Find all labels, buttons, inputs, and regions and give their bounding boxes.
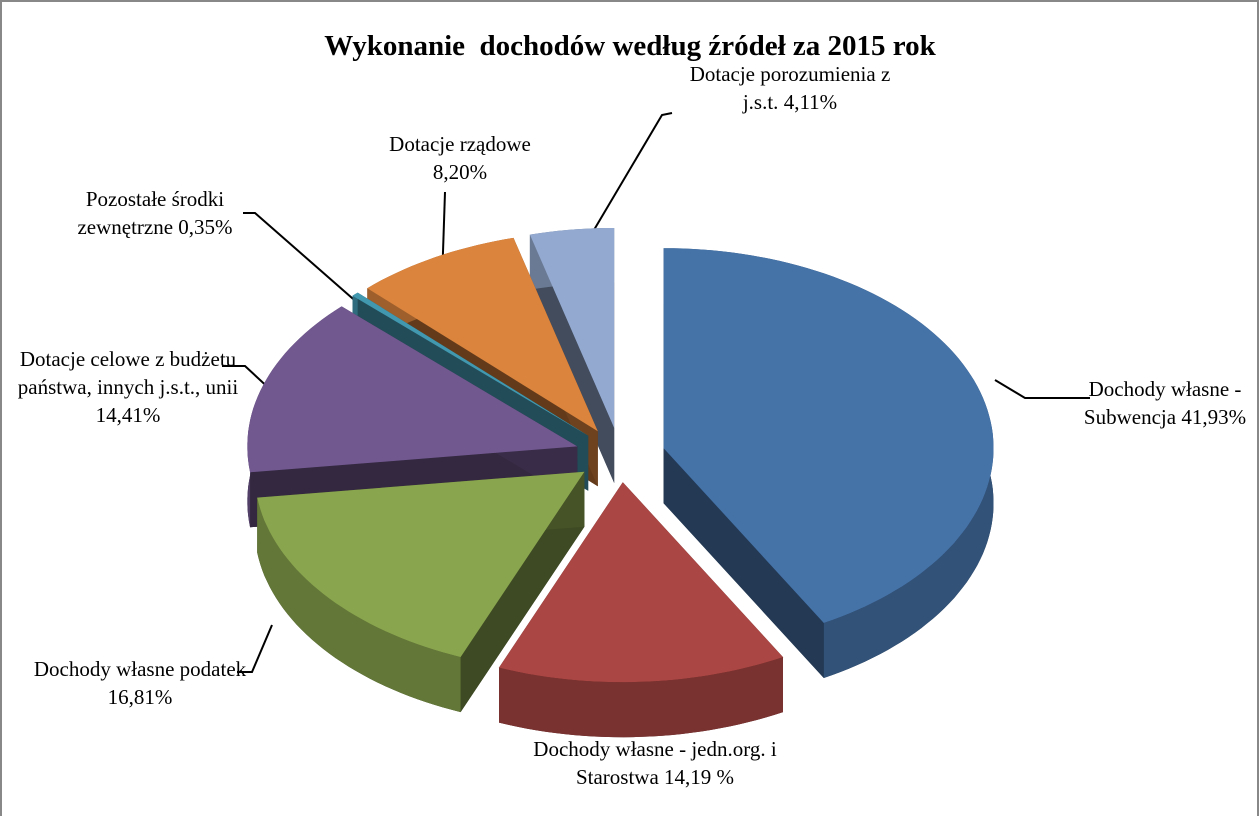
data-label: Dochody własne - Subwencja 41,93% <box>1055 375 1260 431</box>
slice <box>663 248 994 678</box>
value-label: 14,19 % <box>664 765 735 789</box>
slice-top <box>499 482 783 683</box>
data-label: Dotacje rządowe 8,20% <box>360 130 560 186</box>
category-name: Pozostałe środki zewnętrzne <box>77 187 225 239</box>
slice-top <box>367 237 598 432</box>
category-name: Dotacje rządowe <box>389 132 531 156</box>
chart-title: Wykonanie dochodów według źródeł za 2015… <box>324 30 936 62</box>
category-name: Dochody własne podatek <box>33 657 247 681</box>
data-label: Dotacje celowe z budżetu państwa, innych… <box>8 345 248 429</box>
leader-line <box>994 379 1090 399</box>
category-name: Dotacje porozumienia z j.s.t. <box>689 62 891 114</box>
slice <box>499 482 783 738</box>
value-label: 41,93% <box>1181 405 1247 429</box>
slice-top <box>663 248 994 623</box>
leader-line <box>237 624 273 673</box>
slice-top <box>529 228 615 428</box>
category-name: Dochody własne - Subwencja <box>1083 377 1242 429</box>
data-label: Dochody własne - jedn.org. i Starostwa 1… <box>505 735 805 791</box>
slice-wall <box>460 471 585 713</box>
data-label: Pozostałe środki zewnętrzne 0,35% <box>45 185 265 241</box>
slice-side <box>499 657 783 738</box>
leader-line <box>574 112 673 263</box>
value-label: 4,11% <box>783 90 838 114</box>
slice-top <box>352 292 589 436</box>
slice-top <box>247 306 578 473</box>
value-label: 14,41% <box>95 403 161 427</box>
slice-side <box>257 497 461 713</box>
value-label: 0,35% <box>178 215 233 239</box>
data-label: Dotacje porozumienia z j.s.t. 4,11% <box>670 60 910 116</box>
slice-wall <box>663 448 824 678</box>
data-label: Dochody własne podatek 16,81% <box>30 655 250 711</box>
category-name: Dochody własne - jedn.org. i Starostwa <box>533 737 777 789</box>
value-label: 16,81% <box>107 685 173 709</box>
leader-line <box>243 212 369 313</box>
slice <box>257 471 585 713</box>
category-name: Dotacje celowe z budżetu państwa, innych… <box>17 347 239 399</box>
slice-top <box>257 471 585 658</box>
value-label: 8,20% <box>432 160 488 184</box>
leader-lines <box>222 112 1090 673</box>
